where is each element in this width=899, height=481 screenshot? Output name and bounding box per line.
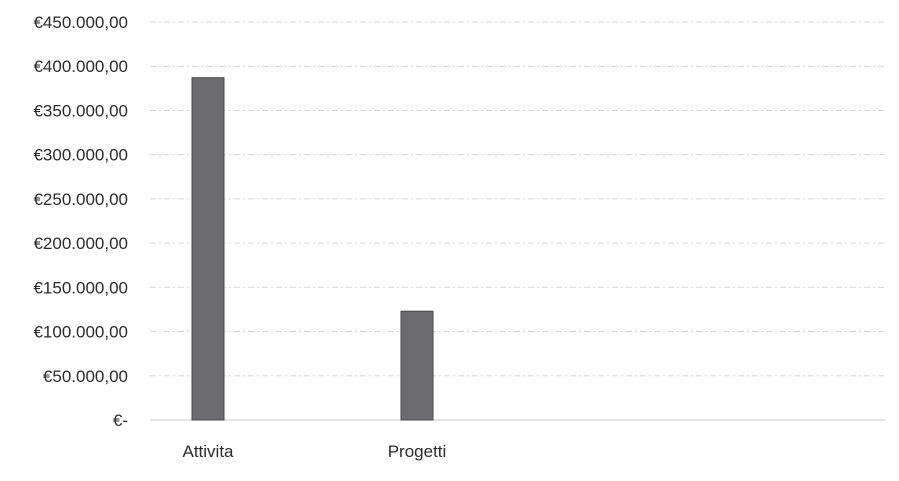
bar-progetti [400,310,434,421]
y-tick-label: €100.000,00 [33,323,128,342]
y-tick-label: €200.000,00 [33,234,128,253]
y-tick-label: €300.000,00 [33,146,128,165]
y-tick-label: €400.000,00 [33,57,128,76]
y-tick-label: €- [113,411,128,430]
y-tick-label: €350.000,00 [33,101,128,120]
y-tick-label: €150.000,00 [33,278,128,297]
gridlines [150,21,885,421]
y-axis-tick-labels: €- €50.000,00 €100.000,00 €150.000,00 €200.0… [33,13,128,430]
bar-attivita [191,77,225,421]
x-category-label: Progetti [388,442,447,461]
x-category-label: Attivita [182,442,234,461]
y-tick-label: €450.000,00 [33,13,128,32]
y-tick-label: €250.000,00 [33,190,128,209]
y-tick-label: €50.000,00 [43,367,128,386]
x-axis-category-labels: Attivita Progetti [182,442,446,461]
bars [191,77,434,421]
